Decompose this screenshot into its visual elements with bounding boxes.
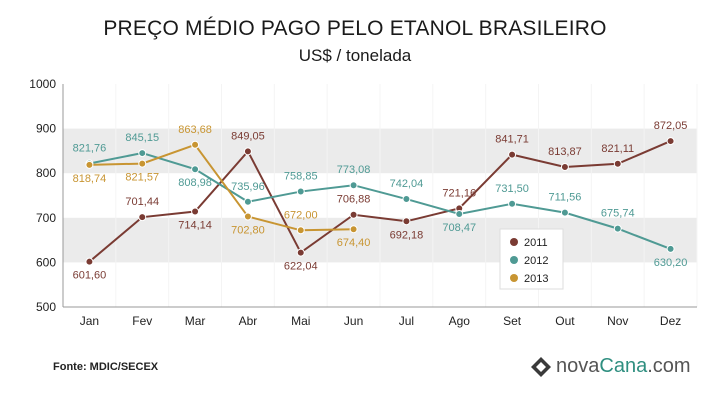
data-label-2012: 742,04 — [390, 178, 424, 190]
y-tick-label: 800 — [36, 166, 56, 180]
data-label-2012: 758,85 — [284, 171, 318, 183]
legend-marker-2013 — [510, 274, 518, 282]
data-label-2011: 841,71 — [495, 134, 529, 146]
data-point-2011 — [666, 137, 675, 146]
legend-marker-2011 — [510, 238, 518, 246]
x-tick-label: Mai — [291, 314, 310, 328]
diamond-logo-icon — [531, 356, 551, 377]
series-line-2012 — [89, 152, 671, 250]
data-point-2011 — [243, 147, 252, 156]
data-label-2011: 706,88 — [337, 194, 371, 206]
data-label-2012: 845,15 — [125, 132, 159, 144]
data-label-2011: 872,05 — [654, 120, 688, 132]
x-tick-label: Jun — [344, 314, 363, 328]
data-point-2011 — [296, 248, 305, 257]
x-tick-label: Dez — [660, 314, 681, 328]
x-tick-label: Abr — [239, 314, 258, 328]
data-point-2012 — [138, 149, 147, 158]
data-point-2012 — [508, 199, 517, 208]
data-point-2011 — [191, 207, 200, 216]
data-point-2012 — [455, 210, 464, 219]
series-line-2011 — [88, 140, 671, 263]
data-point-2011 — [349, 210, 358, 219]
data-label-2012: 735,96 — [231, 181, 265, 193]
legend-label-2012: 2012 — [524, 255, 548, 267]
y-tick-label: 500 — [36, 300, 56, 314]
data-label-2012: 675,74 — [601, 208, 635, 220]
data-label-2012: 773,08 — [337, 164, 371, 176]
data-point-2012 — [349, 181, 358, 190]
data-label-2011: 622,04 — [284, 261, 318, 273]
legend-label-2013: 2013 — [524, 273, 548, 285]
series-line-2013 — [89, 143, 354, 232]
data-point-2012 — [243, 197, 252, 206]
data-label-2012: 630,20 — [654, 257, 688, 269]
data-point-2013 — [85, 160, 94, 169]
data-label-2011: 821,11 — [601, 143, 634, 155]
brand-logo: novaCana.com — [530, 355, 691, 378]
chart-subtitle: US$ / tonelada — [298, 46, 412, 65]
data-label-2012: 711,56 — [549, 192, 582, 204]
data-label-2011: 849,05 — [231, 130, 265, 142]
data-label-2011: 701,44 — [125, 196, 159, 208]
data-label-2012: 808,98 — [178, 177, 212, 189]
legend: 2011 2012 2013 — [499, 228, 564, 290]
x-tick-label: Set — [503, 314, 522, 328]
data-point-2012 — [666, 244, 675, 253]
data-point-2011 — [560, 163, 569, 172]
data-point-2013 — [349, 225, 358, 234]
y-tick-label: 900 — [36, 122, 56, 136]
data-label-2013: 702,80 — [231, 225, 265, 237]
data-point-2013 — [191, 140, 200, 149]
data-point-2013 — [243, 212, 252, 221]
x-tick-label: Ago — [449, 314, 471, 328]
data-label-2013: 863,68 — [178, 124, 212, 136]
data-label-2011: 813,87 — [548, 146, 582, 158]
data-label-2013: 674,40 — [337, 237, 371, 249]
y-tick-label: 600 — [36, 255, 56, 269]
data-point-2011 — [613, 159, 622, 168]
data-point-2012 — [613, 224, 622, 233]
data-label-2012: 708,47 — [442, 222, 476, 234]
data-point-2012 — [402, 195, 411, 204]
x-tick-label: Out — [555, 314, 575, 328]
x-tick-label: Jan — [80, 314, 99, 328]
data-point-2012 — [296, 187, 305, 196]
brand-name: novaCana.com — [556, 355, 691, 377]
data-point-2012 — [191, 165, 200, 174]
x-tick-label: Nov — [607, 314, 628, 328]
data-label-2011: 692,18 — [390, 229, 424, 241]
y-tick-label: 1000 — [29, 77, 56, 91]
data-label-2011: 601,60 — [73, 270, 107, 282]
x-tick-label: Jul — [399, 314, 414, 328]
data-point-2012 — [560, 208, 569, 217]
data-label-2011: 721,16 — [442, 187, 476, 199]
chart-title: PREÇO MÉDIO PAGO PELO ETANOL BRASILEIRO — [103, 17, 607, 40]
data-point-2011 — [85, 257, 94, 266]
legend-label-2011: 2011 — [524, 237, 548, 249]
data-label-2011: 714,14 — [178, 219, 212, 231]
data-label-2013: 818,74 — [73, 173, 107, 185]
x-tick-label: Fev — [132, 314, 152, 328]
y-tick-label: 700 — [36, 211, 56, 225]
legend-marker-2012 — [510, 256, 518, 264]
data-label-2013: 821,57 — [125, 172, 159, 184]
data-point-2013 — [296, 226, 305, 235]
data-point-2011 — [138, 213, 147, 222]
data-label-2012: 821,76 — [73, 142, 107, 154]
data-point-2011 — [402, 217, 411, 226]
data-label-2013: 672,00 — [284, 209, 318, 221]
data-point-2011 — [508, 150, 517, 159]
source-note: Fonte: MDIC/SECEX — [53, 361, 159, 373]
data-label-2012: 731,50 — [495, 183, 529, 195]
data-point-2013 — [138, 159, 147, 168]
x-tick-label: Mar — [185, 314, 206, 328]
